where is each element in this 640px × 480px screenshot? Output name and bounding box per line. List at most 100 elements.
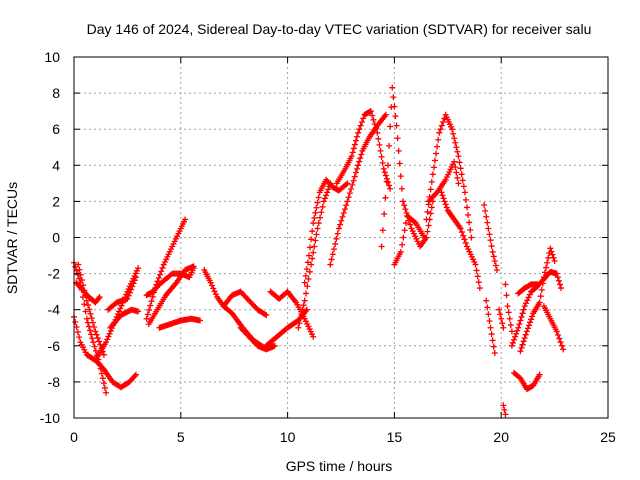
series-arc-23 xyxy=(423,111,475,241)
data-point xyxy=(329,251,336,258)
data-point xyxy=(401,202,408,209)
data-point xyxy=(504,303,511,310)
data-point xyxy=(371,121,378,128)
y-tick-label: -10 xyxy=(40,410,60,426)
data-point xyxy=(484,304,491,311)
data-point xyxy=(328,256,335,263)
data-point xyxy=(498,315,505,322)
data-point xyxy=(443,204,450,211)
data-point xyxy=(382,194,389,201)
series-arc-11 xyxy=(156,315,204,331)
data-point xyxy=(298,311,305,318)
data-point xyxy=(456,159,463,166)
data-point xyxy=(396,160,403,167)
data-point xyxy=(520,338,527,345)
data-point xyxy=(397,173,404,180)
series-arc-27 xyxy=(483,297,498,357)
data-point xyxy=(512,333,519,340)
data-point xyxy=(490,253,497,260)
data-point xyxy=(305,252,312,259)
data-point xyxy=(462,239,469,246)
data-point xyxy=(92,347,99,354)
data-point xyxy=(523,328,530,335)
data-point xyxy=(360,115,367,122)
data-point xyxy=(380,165,387,172)
data-point xyxy=(73,267,80,274)
data-point xyxy=(346,190,353,197)
data-point xyxy=(356,158,363,165)
data-point xyxy=(148,298,155,305)
data-point xyxy=(89,335,96,342)
data-point xyxy=(327,180,334,187)
data-point xyxy=(516,321,523,328)
data-point xyxy=(315,220,322,227)
data-point xyxy=(295,324,302,331)
data-point xyxy=(103,339,110,346)
x-tick-label: 5 xyxy=(177,429,185,445)
data-point xyxy=(461,189,468,196)
data-point xyxy=(351,173,358,180)
data-point xyxy=(440,118,447,125)
data-point xyxy=(135,308,142,315)
series-arc-22 xyxy=(391,212,428,268)
data-point xyxy=(485,311,492,318)
data-point xyxy=(488,243,495,250)
data-point xyxy=(496,306,503,313)
series-arc-28 xyxy=(496,306,507,331)
data-point xyxy=(529,313,536,320)
y-tick-label: -6 xyxy=(48,338,61,354)
data-point xyxy=(428,178,435,185)
data-point xyxy=(348,153,355,160)
data-point xyxy=(387,185,394,192)
data-point xyxy=(344,198,351,205)
data-point xyxy=(436,129,443,136)
data-point xyxy=(143,315,150,322)
data-point xyxy=(515,324,522,331)
data-point xyxy=(411,219,418,226)
data-point xyxy=(345,194,352,201)
data-point xyxy=(369,112,376,119)
series-arc-32 xyxy=(511,369,543,393)
data-point xyxy=(387,123,394,130)
data-point xyxy=(472,261,479,268)
data-point xyxy=(374,129,381,136)
data-point xyxy=(310,333,317,340)
data-point xyxy=(100,380,107,387)
data-point xyxy=(517,348,524,355)
data-point xyxy=(503,292,510,299)
data-point xyxy=(340,210,347,217)
data-point xyxy=(314,225,321,232)
series-arc-25 xyxy=(438,189,483,292)
data-point xyxy=(421,234,428,241)
y-tick-label: 2 xyxy=(52,193,60,209)
data-point xyxy=(540,274,547,281)
data-point xyxy=(451,158,458,165)
data-point xyxy=(474,273,481,280)
data-point xyxy=(313,204,320,211)
data-point xyxy=(149,293,156,300)
data-point xyxy=(379,159,386,166)
data-point xyxy=(518,344,525,351)
data-point xyxy=(355,162,362,169)
data-point xyxy=(439,192,446,199)
data-point xyxy=(135,265,142,272)
data-point xyxy=(453,169,460,176)
data-point xyxy=(106,330,113,337)
data-point xyxy=(105,333,112,340)
x-tick-label: 25 xyxy=(600,429,616,445)
data-point xyxy=(126,289,133,296)
data-point xyxy=(75,261,82,268)
data-point xyxy=(197,317,204,324)
data-point xyxy=(88,315,95,322)
data-point xyxy=(124,295,131,302)
data-point xyxy=(376,141,383,148)
data-point xyxy=(386,182,393,189)
data-point xyxy=(423,216,430,223)
data-point xyxy=(553,328,560,335)
chart-title: Day 146 of 2024, Sidereal Day-to-day VTE… xyxy=(87,21,592,37)
data-point xyxy=(392,113,399,120)
data-point xyxy=(308,261,315,268)
data-point xyxy=(350,177,357,184)
data-point xyxy=(310,220,317,227)
